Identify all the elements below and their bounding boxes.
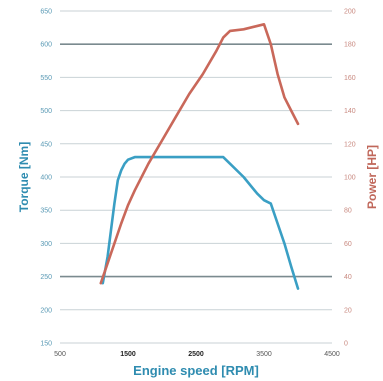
x-tick-label: 4500 <box>324 351 340 358</box>
right-axis-label: Power [HP] <box>365 145 379 209</box>
x-tick-label: 2500 <box>188 351 204 358</box>
right-tick-label: 40 <box>344 274 352 281</box>
x-axis-ticks: 500 1500 2500 3500 4500 <box>54 351 340 358</box>
series-lines <box>99 22 300 290</box>
left-tick-label: 300 <box>40 241 52 248</box>
torque-line <box>101 155 300 290</box>
grid-lines <box>60 10 332 344</box>
left-tick-label: 350 <box>40 208 52 215</box>
left-tick-label: 600 <box>40 42 52 49</box>
left-tick-label: 250 <box>40 274 52 281</box>
left-tick-label: 500 <box>40 108 52 115</box>
left-axis-ticks: 150 200 250 300 350 400 450 500 550 600 650 <box>40 9 52 348</box>
right-tick-label: 80 <box>344 208 352 215</box>
right-tick-label: 0 <box>344 341 348 348</box>
x-axis-label: Engine speed [RPM] <box>133 363 259 378</box>
left-tick-label: 550 <box>40 75 52 82</box>
right-tick-label: 200 <box>344 9 356 16</box>
right-tick-label: 120 <box>344 141 356 148</box>
left-tick-label: 200 <box>40 307 52 314</box>
x-tick-label: 3500 <box>256 351 272 358</box>
left-axis-label: Torque [Nm] <box>17 142 31 212</box>
left-tick-label: 150 <box>40 341 52 348</box>
x-tick-label: 1500 <box>120 351 136 358</box>
right-tick-label: 20 <box>344 307 352 314</box>
left-tick-label: 450 <box>40 141 52 148</box>
right-tick-label: 100 <box>344 175 356 182</box>
right-tick-label: 60 <box>344 241 352 248</box>
right-tick-label: 160 <box>344 75 356 82</box>
right-axis-ticks: 0 20 40 60 80 100 120 140 160 180 200 <box>344 9 356 348</box>
right-tick-label: 140 <box>344 108 356 115</box>
left-tick-label: 650 <box>40 9 52 16</box>
left-tick-label: 400 <box>40 175 52 182</box>
right-tick-label: 180 <box>344 42 356 49</box>
x-tick-label: 500 <box>54 351 66 358</box>
power-line <box>99 22 300 285</box>
